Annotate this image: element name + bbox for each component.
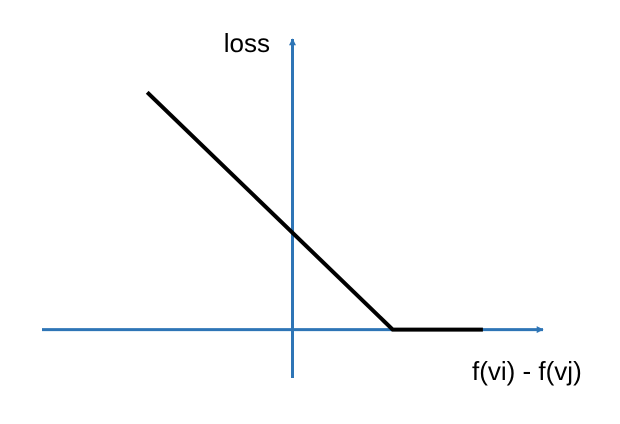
x-axis-label: f(vi) - f(vj) [472,356,582,386]
loss-series-line [145,90,483,332]
y-axis-label: loss [224,28,270,58]
